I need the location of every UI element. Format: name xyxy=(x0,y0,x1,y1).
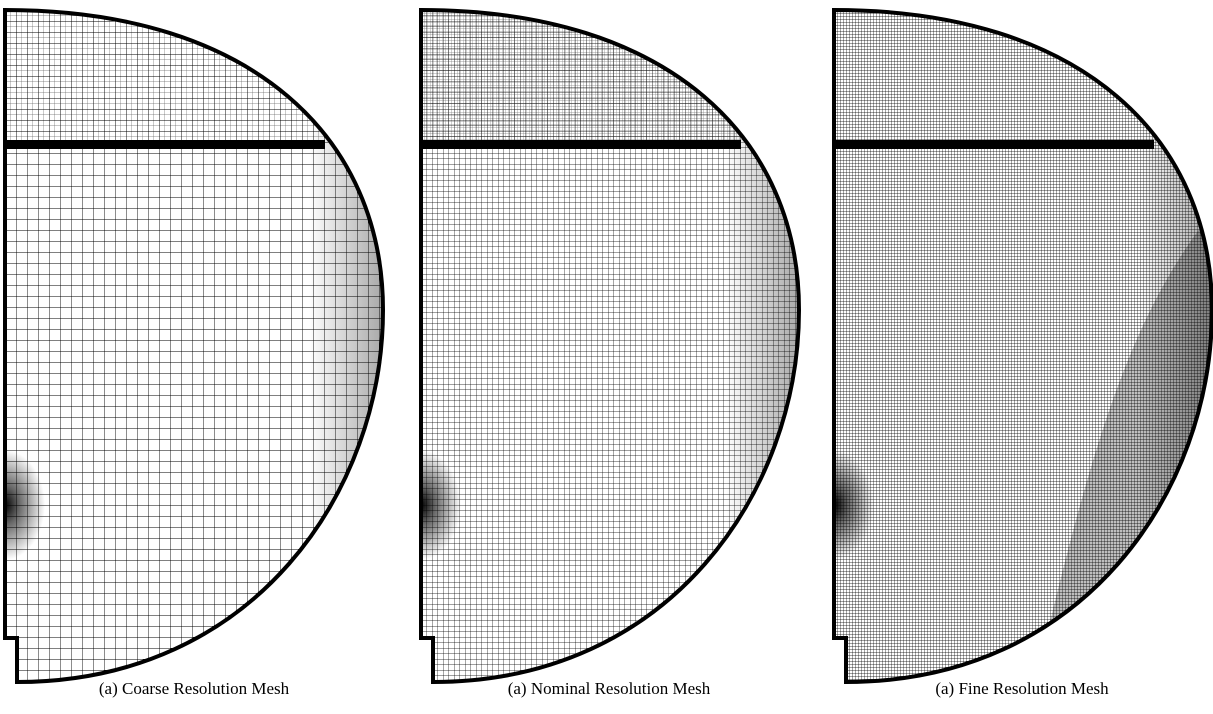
mesh-nominal xyxy=(381,10,801,690)
mesh-fine xyxy=(794,10,1213,690)
caption: (a) Nominal Resolution Mesh xyxy=(508,679,711,698)
caption: (a) Fine Resolution Mesh xyxy=(935,679,1109,698)
mesh-coarse xyxy=(0,10,385,690)
caption: (a) Coarse Resolution Mesh xyxy=(99,679,290,698)
figure: (a) Coarse Resolution Mesh (a) Nominal R… xyxy=(0,0,1213,709)
